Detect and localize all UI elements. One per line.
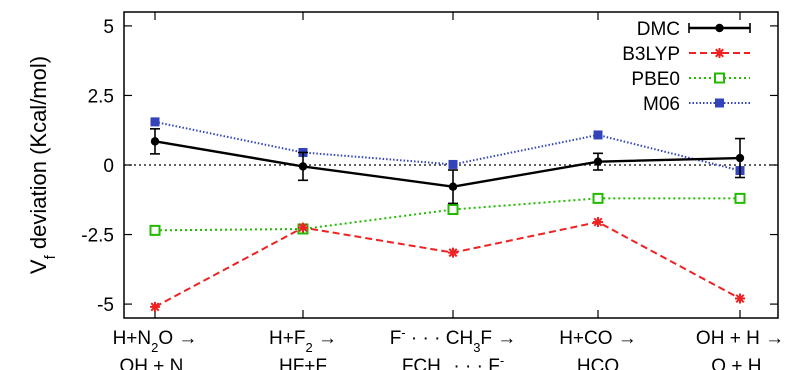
legend-marker-m06: [715, 98, 724, 108]
chart-axes: 5 2.5 0 -2.5 -5 H+N2O →OH + N2 H+F2 →HF+F F- · …: [26, 11, 784, 370]
data-point-pbe0: [447, 204, 459, 216]
data-point-b3lyp: [735, 293, 745, 304]
y-tick-label: -5: [97, 295, 114, 316]
legend-marker-b3lyp: [714, 48, 725, 58]
data-point-b3lyp: [448, 247, 458, 258]
x-category-label: HCO: [577, 356, 619, 370]
data-point-b3lyp: [593, 217, 603, 228]
data-point-pbe0: [592, 192, 604, 204]
x-category-label: OH + H →: [696, 328, 784, 349]
data-point-pbe0: [149, 224, 161, 236]
series-line-b3lyp: [154, 220, 741, 308]
legend-marker-dmc: [715, 23, 724, 33]
series-line-m06: [154, 120, 741, 172]
x-category-label: O + H2: [711, 356, 768, 370]
data-point-m06: [448, 159, 458, 169]
data-point-dmc: [735, 153, 745, 163]
x-category-label: H+N2O →: [113, 328, 198, 355]
y-tick-label: -2.5: [81, 226, 114, 247]
x-category-label: HF+F: [279, 356, 327, 370]
y-tick-label: 5: [103, 17, 114, 38]
x-category-label: F- · · · CH3F →: [390, 325, 517, 355]
chart-legend: DMC B3LYP PBE0 M06: [622, 19, 751, 115]
data-point-b3lyp: [298, 222, 308, 233]
data-point-pbe0: [734, 192, 746, 204]
x-category-label: FCH3 · · · F-: [402, 353, 504, 370]
data-point-dmc: [593, 157, 603, 166]
y-tick-label: 0: [103, 156, 114, 177]
y-tick-label: 2.5: [88, 86, 114, 107]
y-axis-label: Vf deviation (Kcal/mol): [26, 56, 59, 274]
x-category-label: H+CO →: [559, 328, 637, 349]
legend-label-b3lyp: B3LYP: [622, 44, 680, 65]
legend-label-m06: M06: [643, 94, 680, 115]
data-point-dmc: [150, 137, 160, 146]
data-point-m06: [593, 130, 603, 140]
data-point-m06: [150, 117, 160, 127]
legend-label-dmc: DMC: [637, 19, 680, 40]
legend-marker-pbe0: [714, 72, 725, 84]
legend-label-pbe0: PBE0: [631, 69, 680, 90]
data-point-dmc: [448, 182, 458, 191]
data-point-b3lyp: [150, 301, 160, 312]
x-category-label: OH + N2: [119, 356, 190, 370]
x-category-label: H+F2 →: [269, 328, 337, 355]
chart-marks: [149, 117, 746, 312]
data-point-dmc: [298, 162, 308, 171]
